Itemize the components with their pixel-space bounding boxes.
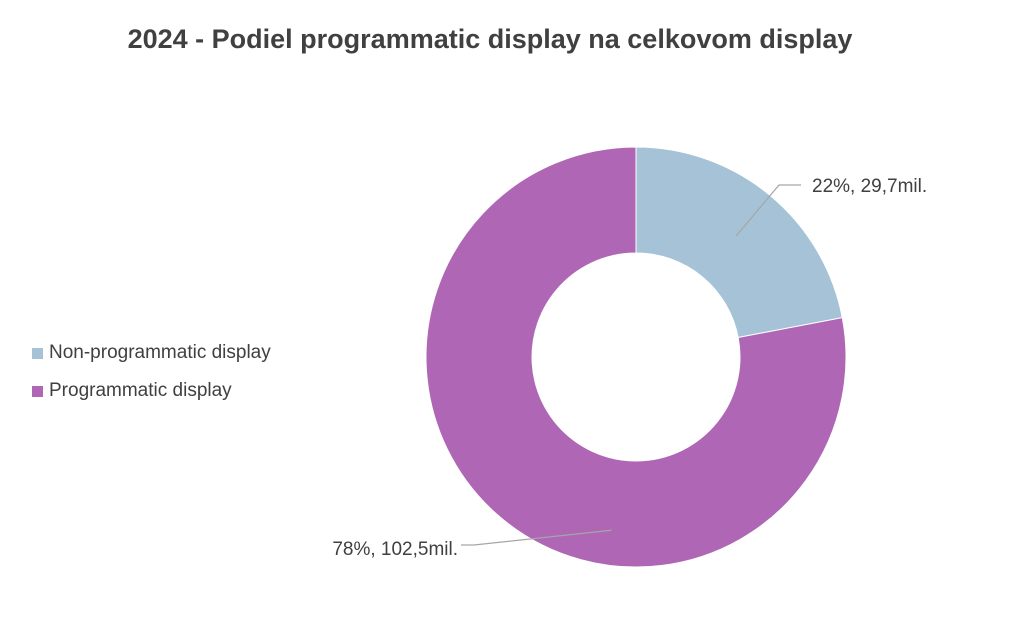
legend-item-programmatic: Programmatic display <box>32 372 271 410</box>
legend-item-non-programmatic: Non-programmatic display <box>32 334 271 372</box>
chart-title: 2024 - Podiel programmatic display na ce… <box>127 24 853 54</box>
legend-swatch-programmatic <box>32 385 43 397</box>
legend-label-programmatic: Programmatic display <box>49 380 232 401</box>
legend-label-non-programmatic: Non-programmatic display <box>49 342 271 363</box>
slice-programmatic <box>425 146 847 568</box>
leader-line-programmatic <box>461 529 612 546</box>
data-label-programmatic: 78%, 102,5mil. <box>332 539 458 560</box>
chart-legend: Non-programmatic display Programmatic di… <box>32 334 271 410</box>
slice-non-programmatic <box>635 146 843 339</box>
data-label-non-programmatic: 22%, 29,7mil. <box>812 176 927 197</box>
leader-line-non-programmatic <box>735 184 801 237</box>
legend-swatch-non-programmatic <box>32 347 43 359</box>
